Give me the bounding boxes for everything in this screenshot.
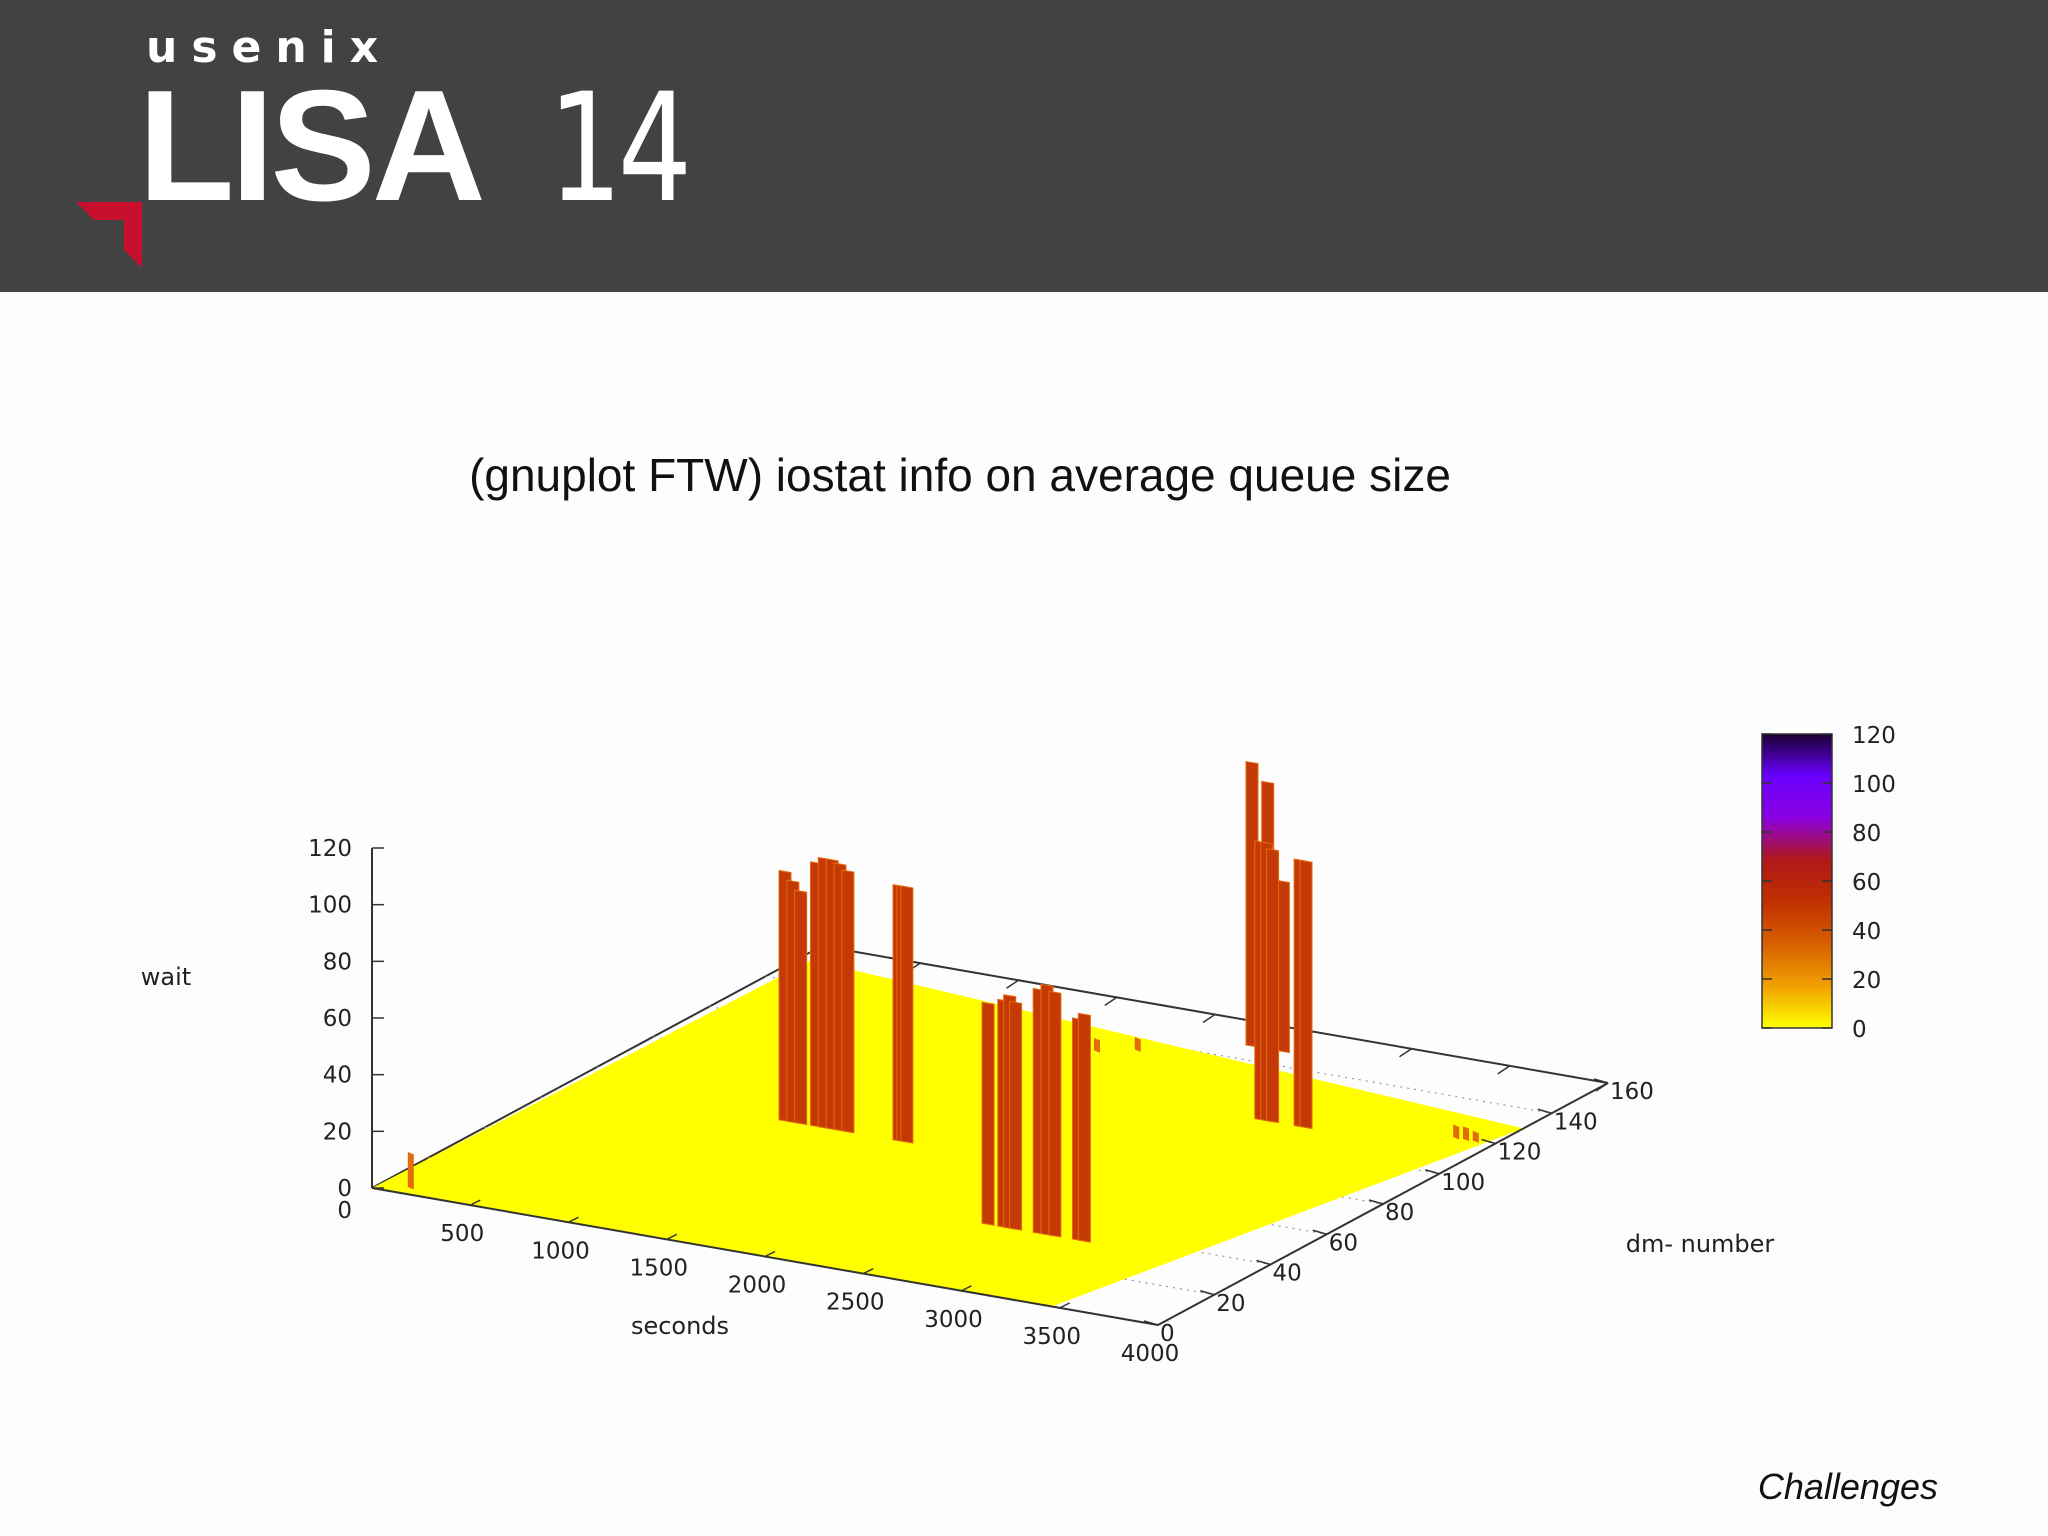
- data-spike: [1463, 1126, 1469, 1142]
- y-tick: [1481, 1138, 1496, 1145]
- x-tick: [764, 1250, 776, 1258]
- data-spike: [1472, 1130, 1479, 1143]
- x-tick: [568, 1216, 579, 1223]
- y-tick: [1593, 1078, 1609, 1084]
- x-tick-label: 2000: [728, 1273, 787, 1299]
- colorbar-tick-label: 20: [1852, 968, 1881, 994]
- y-tick-label: 160: [1610, 1079, 1654, 1105]
- data-spike: [900, 885, 914, 1144]
- x-tick: [1059, 1302, 1071, 1309]
- back-x-tick: [1399, 1048, 1412, 1058]
- colorbar-tick-label: 0: [1852, 1017, 1867, 1043]
- x-tick: [961, 1285, 972, 1292]
- y-tick-label: 140: [1554, 1109, 1598, 1135]
- lisa-year-text: 14: [548, 62, 692, 236]
- y-tick: [1425, 1169, 1440, 1175]
- corner-accent-icon: [76, 202, 142, 268]
- surface-plane: [372, 960, 1524, 1307]
- x-tick: [862, 1267, 874, 1275]
- y-tick-label: 120: [1498, 1140, 1542, 1166]
- data-spike: [1009, 1000, 1023, 1231]
- data-spike: [1077, 1012, 1091, 1243]
- y-tick-label: 80: [1385, 1200, 1414, 1226]
- back-x-tick: [1104, 996, 1118, 1006]
- x-axis-title: seconds: [631, 1312, 729, 1340]
- y-axis-title: dm- number: [1626, 1230, 1775, 1258]
- data-spike: [794, 889, 808, 1126]
- y-tick: [1368, 1199, 1384, 1205]
- y-tick: [1200, 1290, 1215, 1296]
- x-tick-label: 3000: [924, 1307, 983, 1333]
- back-x-tick: [1006, 979, 1019, 989]
- data-spike: [841, 869, 855, 1134]
- x-tick-label: 2500: [826, 1290, 885, 1316]
- colorbar: [1761, 733, 1833, 1029]
- data-spike: [1453, 1124, 1460, 1140]
- back-x-tick: [1202, 1013, 1216, 1024]
- usenix-logo-text: usenix: [146, 22, 393, 73]
- x-tick: [666, 1233, 678, 1241]
- lisa-logo-text: LISA: [138, 58, 486, 234]
- slide-title: (gnuplot FTW) iostat info on average que…: [469, 449, 1451, 501]
- z-tick-label: 80: [323, 949, 352, 975]
- y-tick: [1537, 1108, 1552, 1114]
- data-spike: [1134, 1037, 1141, 1052]
- y-tick-label: 20: [1216, 1291, 1245, 1317]
- section-label: Challenges: [1757, 1466, 1938, 1507]
- z-tick-label: 40: [323, 1063, 352, 1089]
- z-tick-label: 20: [323, 1119, 352, 1145]
- y-tick-label: 40: [1273, 1261, 1302, 1287]
- y-tick-label: 60: [1329, 1230, 1358, 1256]
- data-spike: [1276, 879, 1290, 1054]
- z-tick-label: 120: [308, 836, 352, 862]
- back-x-tick: [1497, 1065, 1511, 1075]
- y-tick-label: 100: [1441, 1170, 1485, 1196]
- data-spike: [1299, 859, 1313, 1130]
- colorbar-tick-label: 40: [1852, 919, 1881, 945]
- x-tick-label: 4000: [1121, 1341, 1180, 1367]
- slide-header: usenix LISA 14: [0, 0, 2048, 292]
- z-tick-label: 100: [308, 893, 352, 919]
- data-spike: [407, 1151, 414, 1190]
- data-spike: [1094, 1037, 1100, 1053]
- x-tick-label: 3500: [1022, 1324, 1081, 1350]
- y-tick: [1143, 1320, 1159, 1326]
- y-tick: [1256, 1259, 1271, 1266]
- z-tick-label: 0: [337, 1176, 352, 1202]
- x-origin-label: 0: [337, 1198, 352, 1224]
- x-tick-label: 1000: [531, 1238, 590, 1264]
- colorbar-tick-label: 60: [1852, 870, 1881, 896]
- y-tick: [1312, 1229, 1327, 1235]
- z-tick-label: 60: [323, 1006, 352, 1032]
- data-spike: [981, 1001, 995, 1226]
- y-tick-label: 0: [1160, 1321, 1175, 1347]
- z-axis-title: wait: [141, 963, 191, 991]
- x-tick: [469, 1199, 481, 1206]
- x-tick-label: 1500: [629, 1255, 688, 1281]
- colorbar-tick-label: 120: [1852, 723, 1896, 749]
- data-spike: [1266, 848, 1280, 1124]
- colorbar-tick-label: 80: [1852, 821, 1881, 847]
- x-tick-label: 500: [440, 1221, 484, 1247]
- data-spike: [1048, 990, 1062, 1238]
- colorbar-tick-label: 100: [1852, 772, 1896, 798]
